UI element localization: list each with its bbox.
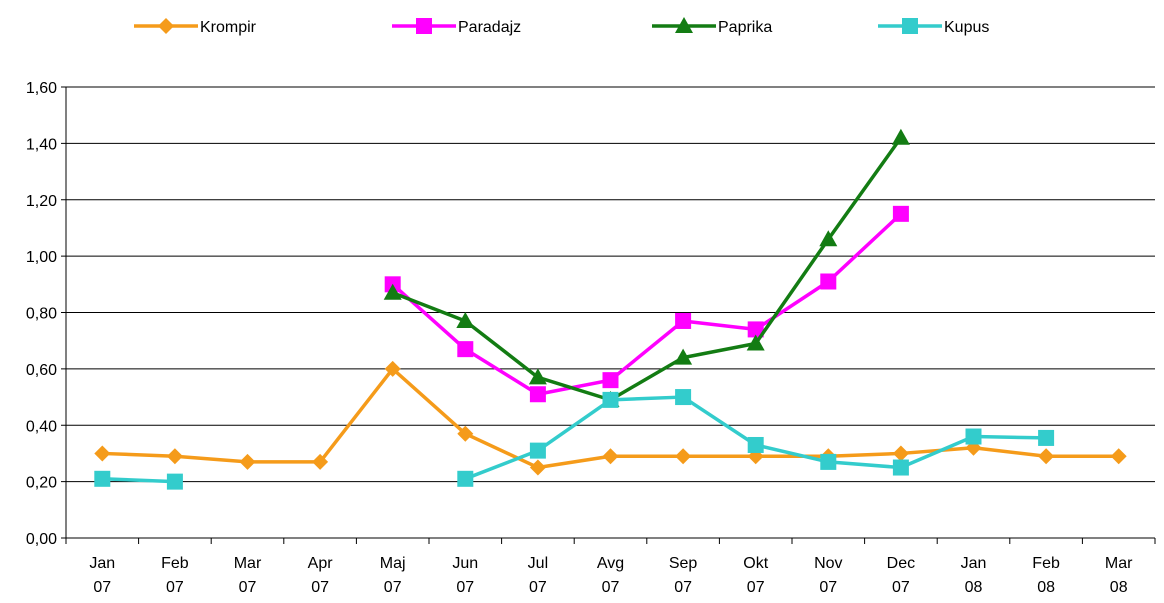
marker: [529, 386, 546, 403]
legend-label: Paradajz: [458, 19, 521, 36]
marker: [239, 453, 256, 470]
marker: [674, 348, 693, 365]
marker: [675, 312, 692, 329]
legend-marker: [158, 18, 174, 34]
marker: [528, 368, 547, 385]
marker: [94, 445, 111, 462]
legend-marker: [416, 18, 432, 34]
marker: [529, 459, 546, 476]
marker: [529, 442, 546, 459]
x-tick-label: Feb 08: [1032, 555, 1060, 596]
marker: [820, 273, 837, 290]
y-tick-label: 0,00: [26, 531, 57, 548]
marker: [457, 425, 474, 442]
marker: [602, 391, 619, 408]
x-tick-label: Feb 07: [161, 555, 189, 596]
marker: [892, 205, 909, 222]
y-tick-label: 1,40: [26, 136, 57, 153]
y-tick-label: 1,00: [26, 249, 57, 266]
marker: [457, 470, 474, 487]
marker: [892, 445, 909, 462]
series-line: [392, 136, 903, 402]
x-tick-label: Mar 08: [1105, 555, 1133, 596]
y-tick-label: 1,60: [26, 80, 57, 97]
marker: [892, 459, 909, 476]
marker: [891, 128, 910, 145]
x-tick-label: Jul 07: [528, 555, 548, 596]
marker: [675, 389, 692, 406]
y-tick-label: 0,60: [26, 362, 57, 379]
y-tick-label: 0,40: [26, 418, 57, 435]
marker: [602, 448, 619, 465]
legend-label: Paprika: [718, 19, 772, 36]
legend-marker: [902, 18, 918, 34]
y-tick-label: 1,20: [26, 193, 57, 210]
x-tick-label: Nov 07: [814, 555, 842, 596]
marker: [747, 436, 764, 453]
marker: [384, 360, 401, 377]
y-tick-label: 0,20: [26, 475, 57, 492]
x-tick-label: Jun 07: [452, 555, 478, 596]
marker: [602, 372, 619, 389]
legend-label: Krompir: [200, 19, 257, 36]
x-tick-label: Okt 07: [743, 555, 768, 596]
x-tick-label: Maj 07: [380, 555, 406, 596]
legend-marker: [675, 17, 693, 33]
marker: [456, 311, 475, 328]
marker: [1110, 448, 1127, 465]
marker: [820, 453, 837, 470]
y-tick-label: 0,80: [26, 306, 57, 323]
marker: [965, 428, 982, 445]
marker: [819, 230, 838, 247]
x-tick-label: Sep 07: [669, 555, 698, 596]
series-line: [391, 212, 903, 396]
marker: [675, 448, 692, 465]
marker: [383, 283, 402, 300]
legend-label: Kupus: [944, 19, 989, 36]
marker: [312, 453, 329, 470]
x-tick-label: Jan 07: [89, 555, 115, 596]
marker: [747, 321, 764, 338]
marker: [166, 448, 183, 465]
marker: [1038, 429, 1055, 446]
x-tick-label: Dec 07: [887, 555, 915, 596]
marker: [746, 334, 765, 351]
marker: [457, 341, 474, 358]
marker: [94, 470, 111, 487]
x-tick-label: Jan 08: [961, 555, 987, 596]
x-tick-label: Mar 07: [234, 555, 262, 596]
x-tick-label: Apr 07: [308, 555, 334, 596]
marker: [1038, 448, 1055, 465]
marker: [166, 473, 183, 490]
x-tick-label: Avg 07: [597, 555, 624, 596]
